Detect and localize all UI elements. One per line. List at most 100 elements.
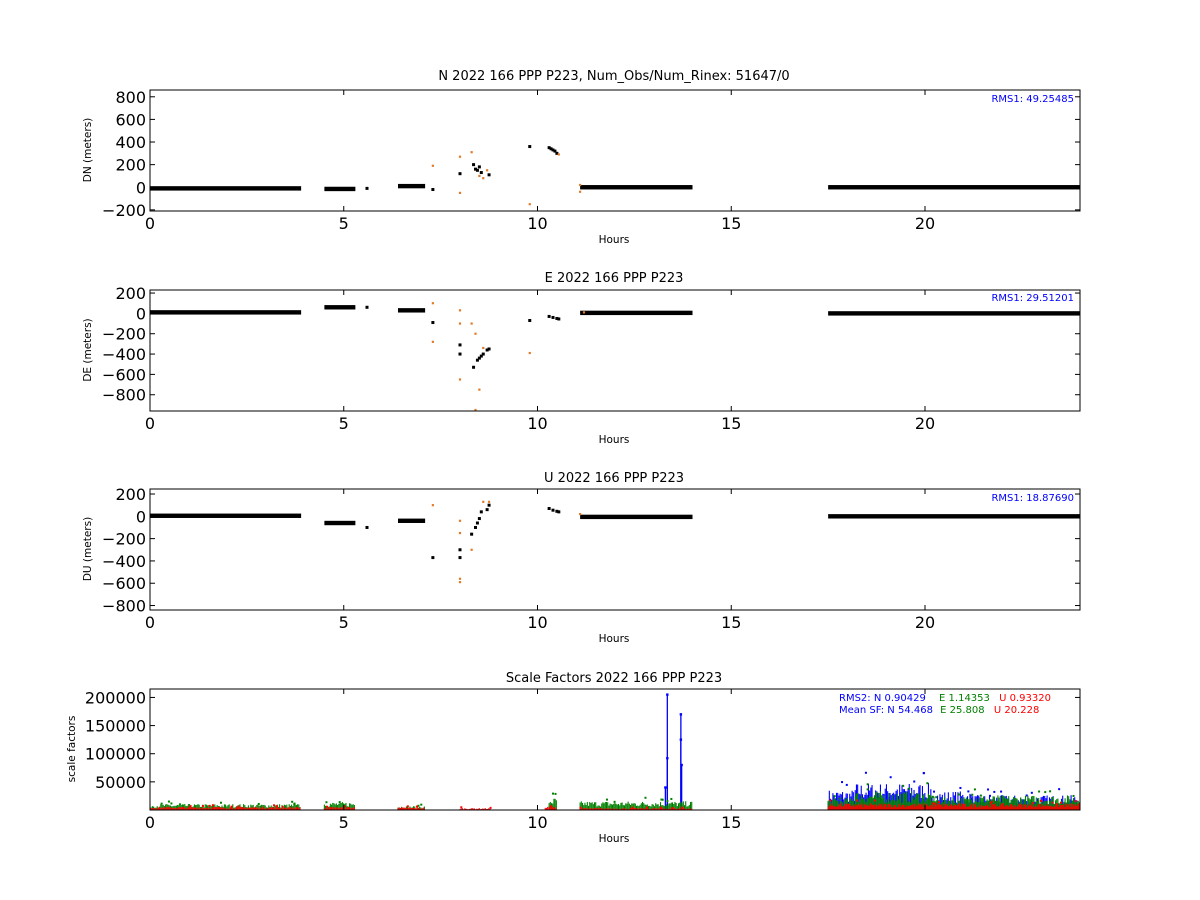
data-point xyxy=(477,517,481,521)
y-tick-label: −800 xyxy=(102,386,146,405)
data-point xyxy=(470,532,474,536)
data-track-segment xyxy=(828,185,1080,190)
rms2-n: RMS2: N 0.90429 xyxy=(839,693,926,704)
y-axis-label: DE (meters) xyxy=(82,318,94,381)
data-point xyxy=(458,155,462,158)
data-point xyxy=(487,347,491,351)
y-tick-label: 100000 xyxy=(85,745,146,764)
y-axis-label: DN (meters) xyxy=(82,118,94,183)
data-point xyxy=(913,780,916,783)
data-point xyxy=(458,378,462,381)
rms-annotation: RMS1: 29.51201 xyxy=(991,293,1074,304)
data-point xyxy=(866,783,869,786)
data-point xyxy=(416,805,419,808)
plot-frame xyxy=(149,89,1081,212)
y-tick-label: −200 xyxy=(102,530,146,549)
data-track-segment xyxy=(150,513,302,518)
plot-area: 0 5 10 15 20 50000 100000 150000 200000 xyxy=(85,688,1081,832)
x-tick-label: 20 xyxy=(915,414,935,433)
data-point xyxy=(557,153,560,156)
x-tick-label: 0 xyxy=(145,613,155,632)
data-point xyxy=(931,802,934,805)
data-point xyxy=(957,793,960,796)
data-point xyxy=(971,793,974,796)
data-point xyxy=(325,801,328,804)
data-point xyxy=(989,794,992,797)
data-marks xyxy=(150,693,1080,810)
data-point xyxy=(551,792,554,795)
y-tick-label: −200 xyxy=(102,201,146,220)
data-point xyxy=(257,802,260,805)
panel-du: U 2022 166 PPP P223 DU (meters) Hours RM… xyxy=(82,471,1081,645)
data-point xyxy=(431,556,435,560)
mean-sf-annotation: Mean SF: N 54.468 E 25.808 U 20.228 xyxy=(839,705,1039,716)
data-point xyxy=(553,149,557,153)
data-point xyxy=(528,351,531,355)
data-track-segment xyxy=(828,514,1080,519)
data-point xyxy=(671,806,674,809)
x-tick-label: 10 xyxy=(527,613,547,632)
y-tick-label: 0 xyxy=(136,304,146,323)
x-tick-label: 0 xyxy=(145,813,155,832)
data-point xyxy=(1051,801,1054,804)
data-point xyxy=(470,322,473,325)
x-tick-label: 20 xyxy=(915,613,935,632)
data-point xyxy=(670,797,673,800)
data-point xyxy=(679,713,683,716)
data-track-segment xyxy=(150,186,302,191)
data-point xyxy=(1038,790,1041,793)
data-point xyxy=(281,805,284,808)
panel-dn: N 2022 166 PPP P223, Num_Obs/Num_Rinex: … xyxy=(82,69,1081,246)
data-point xyxy=(547,314,551,318)
rms2-e: E 1.14353 xyxy=(939,693,990,704)
data-point xyxy=(973,788,976,791)
x-tick-label: 0 xyxy=(145,414,155,433)
x-tick-label: 0 xyxy=(145,214,155,233)
data-point xyxy=(458,577,462,580)
data-point xyxy=(987,788,990,791)
data-point xyxy=(606,798,609,801)
data-point xyxy=(838,797,841,800)
y-tick-label: −600 xyxy=(102,365,146,384)
data-track-segment xyxy=(580,514,693,520)
data-point xyxy=(458,548,462,552)
data-point xyxy=(458,352,462,356)
x-tick-label: 20 xyxy=(915,214,935,233)
data-point xyxy=(470,151,473,154)
data-point xyxy=(1000,790,1003,793)
data-point xyxy=(579,806,582,809)
data-point xyxy=(582,311,586,314)
data-point xyxy=(645,806,648,809)
panel-scale-factors: Scale Factors 2022 166 PPP P223 scale fa… xyxy=(66,671,1081,845)
data-point xyxy=(549,805,552,808)
data-point xyxy=(160,802,163,805)
data-point xyxy=(482,177,485,180)
data-point xyxy=(528,145,532,149)
data-point xyxy=(474,167,477,171)
data-point xyxy=(660,798,663,801)
data-point xyxy=(554,792,557,795)
data-point xyxy=(458,191,462,195)
x-tick-label: 15 xyxy=(721,613,741,632)
data-point xyxy=(474,332,477,335)
y-tick-label: −400 xyxy=(102,345,146,364)
x-tick-label: 5 xyxy=(339,414,349,433)
rms-annotation: RMS1: 18.87690 xyxy=(991,493,1074,504)
x-tick-label: 15 xyxy=(721,813,741,832)
data-point xyxy=(431,321,435,325)
data-point xyxy=(485,348,489,352)
x-tick-label: 15 xyxy=(721,414,741,433)
data-point xyxy=(293,802,296,805)
y-tick-label: 0 xyxy=(136,507,146,526)
data-point xyxy=(1025,794,1028,797)
data-point xyxy=(1058,788,1061,791)
data-point xyxy=(178,803,181,806)
data-point xyxy=(1072,794,1075,797)
data-point xyxy=(458,519,462,522)
data-track-segment xyxy=(580,185,693,190)
data-point xyxy=(208,804,211,807)
data-point xyxy=(547,146,551,150)
data-point xyxy=(458,343,462,347)
data-point xyxy=(631,806,634,809)
